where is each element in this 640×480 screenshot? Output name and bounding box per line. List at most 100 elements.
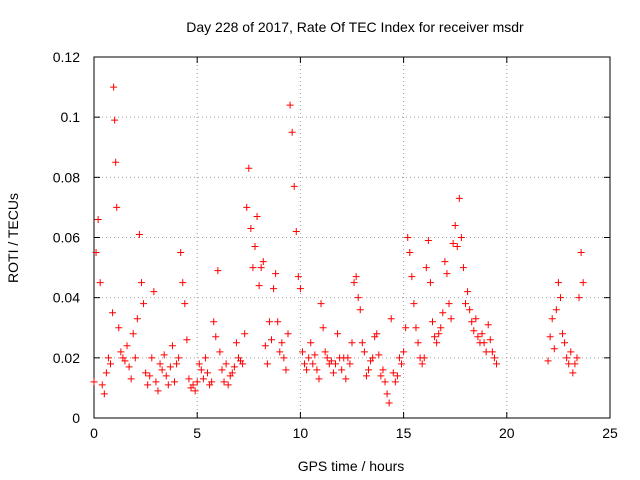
data-point xyxy=(381,378,389,386)
data-point xyxy=(148,354,156,362)
data-point xyxy=(408,273,416,281)
data-point xyxy=(303,366,311,374)
data-point xyxy=(387,315,395,323)
data-point xyxy=(482,348,490,356)
data-point xyxy=(150,288,158,296)
data-point xyxy=(218,366,226,374)
data-point xyxy=(168,342,176,350)
x-tick-label: 0 xyxy=(90,425,98,441)
data-point xyxy=(449,240,457,248)
y-tick-label: 0 xyxy=(72,410,80,426)
data-point xyxy=(389,369,397,377)
data-point xyxy=(362,372,370,380)
data-point xyxy=(263,360,271,368)
data-point xyxy=(478,330,486,338)
data-point xyxy=(462,300,470,308)
data-point xyxy=(369,354,377,362)
data-point xyxy=(383,390,391,398)
data-point xyxy=(160,351,168,359)
data-point xyxy=(241,330,249,338)
data-point xyxy=(327,357,335,365)
data-point xyxy=(348,339,356,347)
data-point xyxy=(228,369,236,377)
data-point xyxy=(464,288,472,296)
data-point xyxy=(261,342,269,350)
data-point xyxy=(102,369,110,377)
data-point xyxy=(286,101,294,109)
data-point xyxy=(354,294,362,302)
data-point xyxy=(305,354,313,362)
data-point xyxy=(329,369,337,377)
data-point xyxy=(410,300,418,308)
data-point xyxy=(181,300,189,308)
data-point xyxy=(112,158,120,166)
data-point xyxy=(292,227,300,235)
data-point xyxy=(301,360,309,368)
data-point xyxy=(191,387,199,395)
data-point xyxy=(251,243,259,251)
data-point xyxy=(393,372,401,380)
data-point xyxy=(447,315,455,323)
data-point xyxy=(199,375,207,383)
data-point xyxy=(418,360,426,368)
data-point xyxy=(140,300,148,308)
data-point xyxy=(253,212,261,220)
x-axis-label: GPS time / hours xyxy=(298,458,405,474)
y-tick-label: 0.02 xyxy=(53,350,80,366)
data-point xyxy=(373,330,381,338)
data-point xyxy=(193,378,201,386)
data-point xyxy=(104,354,112,362)
data-point xyxy=(280,354,288,362)
data-point xyxy=(317,300,325,308)
data-point xyxy=(133,315,141,323)
data-point xyxy=(433,339,441,347)
data-point xyxy=(90,378,98,386)
data-point xyxy=(239,360,247,368)
data-point xyxy=(453,243,461,251)
data-point xyxy=(563,354,571,362)
data-point xyxy=(94,215,102,223)
data-point xyxy=(282,366,290,374)
data-point xyxy=(204,369,212,377)
y-tick-label: 0.06 xyxy=(53,230,80,246)
data-point xyxy=(179,279,187,287)
data-point xyxy=(565,360,573,368)
data-point xyxy=(435,330,443,338)
data-point xyxy=(197,366,205,374)
data-point xyxy=(146,372,154,380)
data-point xyxy=(391,378,399,386)
data-point xyxy=(173,360,181,368)
data-point xyxy=(480,339,488,347)
data-point xyxy=(111,116,119,124)
data-point xyxy=(170,378,178,386)
data-point xyxy=(154,387,162,395)
x-tick-label: 20 xyxy=(499,425,515,441)
data-point xyxy=(550,345,558,353)
data-point xyxy=(288,128,296,136)
data-point xyxy=(486,336,494,344)
data-point xyxy=(484,321,492,329)
data-point xyxy=(110,83,118,91)
y-tick-label: 0.04 xyxy=(53,290,80,306)
y-tick-labels: 0 0.02 0.04 0.06 0.08 0.1 0.12 xyxy=(53,49,80,426)
data-point xyxy=(575,294,583,302)
data-point xyxy=(278,339,286,347)
data-point xyxy=(439,309,447,317)
data-point xyxy=(183,336,191,344)
data-point xyxy=(121,357,129,365)
data-point xyxy=(137,279,145,287)
data-point xyxy=(342,375,350,383)
data-point xyxy=(247,224,255,232)
data-point xyxy=(255,282,263,290)
data-point xyxy=(144,381,152,389)
data-point xyxy=(152,378,160,386)
data-point xyxy=(420,354,428,362)
data-point xyxy=(490,354,498,362)
y-tick-label: 0.08 xyxy=(53,169,80,185)
data-point xyxy=(488,348,496,356)
data-point xyxy=(546,333,554,341)
data-point xyxy=(404,234,412,241)
data-point xyxy=(428,318,436,326)
data-point xyxy=(472,315,480,323)
data-point xyxy=(245,164,253,172)
